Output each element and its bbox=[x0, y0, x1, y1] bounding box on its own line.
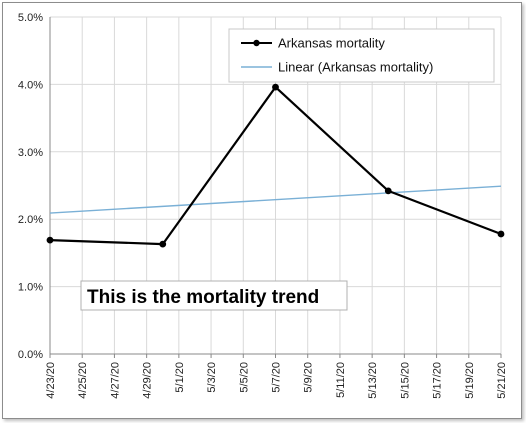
y-tick-label: 1.0% bbox=[18, 282, 43, 294]
x-tick-label: 4/27/20 bbox=[109, 362, 121, 399]
x-tick-label: 5/15/20 bbox=[399, 362, 411, 399]
x-tick-label: 5/1/20 bbox=[174, 362, 186, 393]
x-tick-label: 5/13/20 bbox=[367, 362, 379, 399]
x-tick-label: 4/29/20 bbox=[142, 362, 154, 399]
legend-label-arkansas-mortality: Arkansas mortality bbox=[278, 36, 385, 51]
data-point-arkansas-mortality bbox=[497, 230, 505, 238]
y-tick-label: 0.0% bbox=[18, 349, 43, 361]
trend-callout: This is the mortality trend bbox=[80, 280, 348, 311]
series-layer bbox=[46, 83, 505, 248]
x-tick-label: 4/25/20 bbox=[77, 362, 89, 399]
y-axis-tick-labels: 0.0% 1.0% 2.0% 3.0% 4.0% 5.0% bbox=[18, 12, 43, 361]
x-axis-tick-labels: 4/23/20 4/25/20 4/27/20 4/29/20 5/1/20 5/3/20… bbox=[45, 362, 508, 399]
x-tick-label: 5/5/20 bbox=[238, 362, 250, 393]
y-tick-label: 5.0% bbox=[18, 12, 43, 24]
data-point-arkansas-mortality bbox=[159, 240, 167, 248]
x-tick-label: 5/19/20 bbox=[464, 362, 476, 399]
y-tick-label: 4.0% bbox=[18, 79, 43, 91]
data-point-arkansas-mortality bbox=[384, 187, 392, 195]
y-tick-label: 3.0% bbox=[18, 147, 43, 159]
data-point-arkansas-mortality bbox=[46, 236, 54, 244]
legend-label-linear-trend: Linear (Arkansas mortality) bbox=[278, 60, 433, 75]
x-tick-label: 5/7/20 bbox=[271, 362, 283, 393]
x-tick-label: 5/3/20 bbox=[206, 362, 218, 393]
x-tick-label: 5/9/20 bbox=[303, 362, 315, 393]
x-tick-label: 5/21/20 bbox=[496, 362, 508, 399]
x-tick-label: 5/11/20 bbox=[335, 362, 347, 398]
legend: Arkansas mortality Linear (Arkansas mort… bbox=[228, 28, 495, 83]
trend-callout-box bbox=[80, 280, 348, 311]
legend-marker-arkansas-mortality bbox=[253, 39, 260, 47]
legend-box bbox=[228, 28, 495, 83]
data-point-arkansas-mortality bbox=[272, 83, 279, 91]
trend-callout-text: This is the mortality trend bbox=[87, 287, 319, 308]
series-line-linear-trend bbox=[49, 185, 502, 214]
x-tick-label: 5/17/20 bbox=[432, 362, 444, 399]
y-tick-label: 2.0% bbox=[18, 214, 43, 226]
x-tick-label: 4/23/20 bbox=[45, 362, 57, 399]
